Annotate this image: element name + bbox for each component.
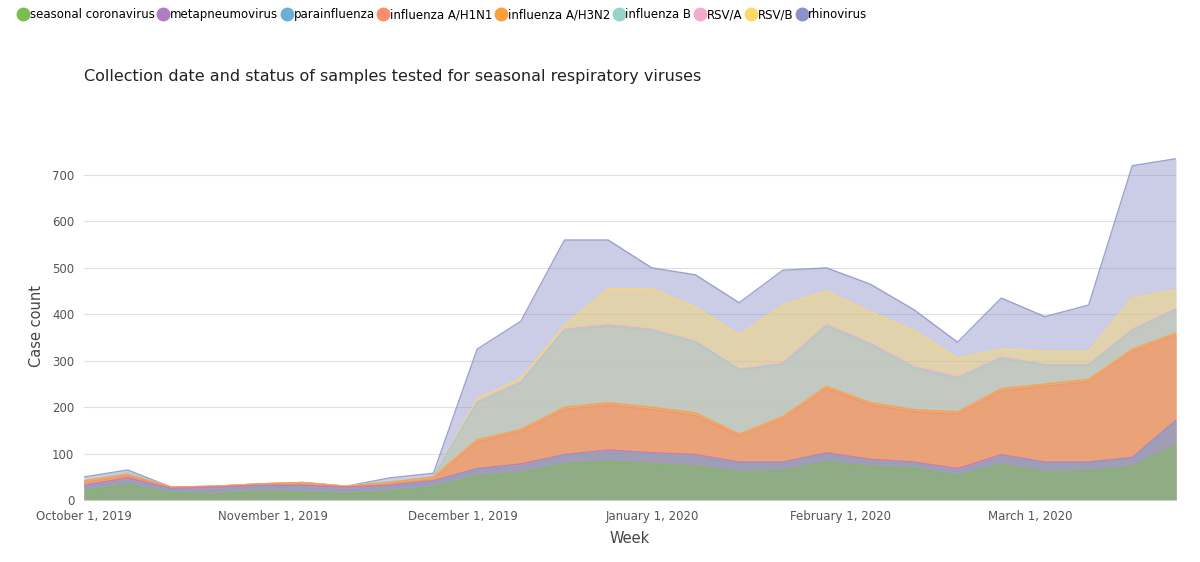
Text: Collection date and status of samples tested for seasonal respiratory viruses: Collection date and status of samples te… [84, 69, 701, 84]
X-axis label: Week: Week [610, 531, 650, 546]
Legend: seasonal coronavirus, metapneumovirus, parainfluenza, influenza A/H1N1, influenz: seasonal coronavirus, metapneumovirus, p… [18, 6, 870, 24]
Y-axis label: Case count: Case count [29, 285, 43, 367]
